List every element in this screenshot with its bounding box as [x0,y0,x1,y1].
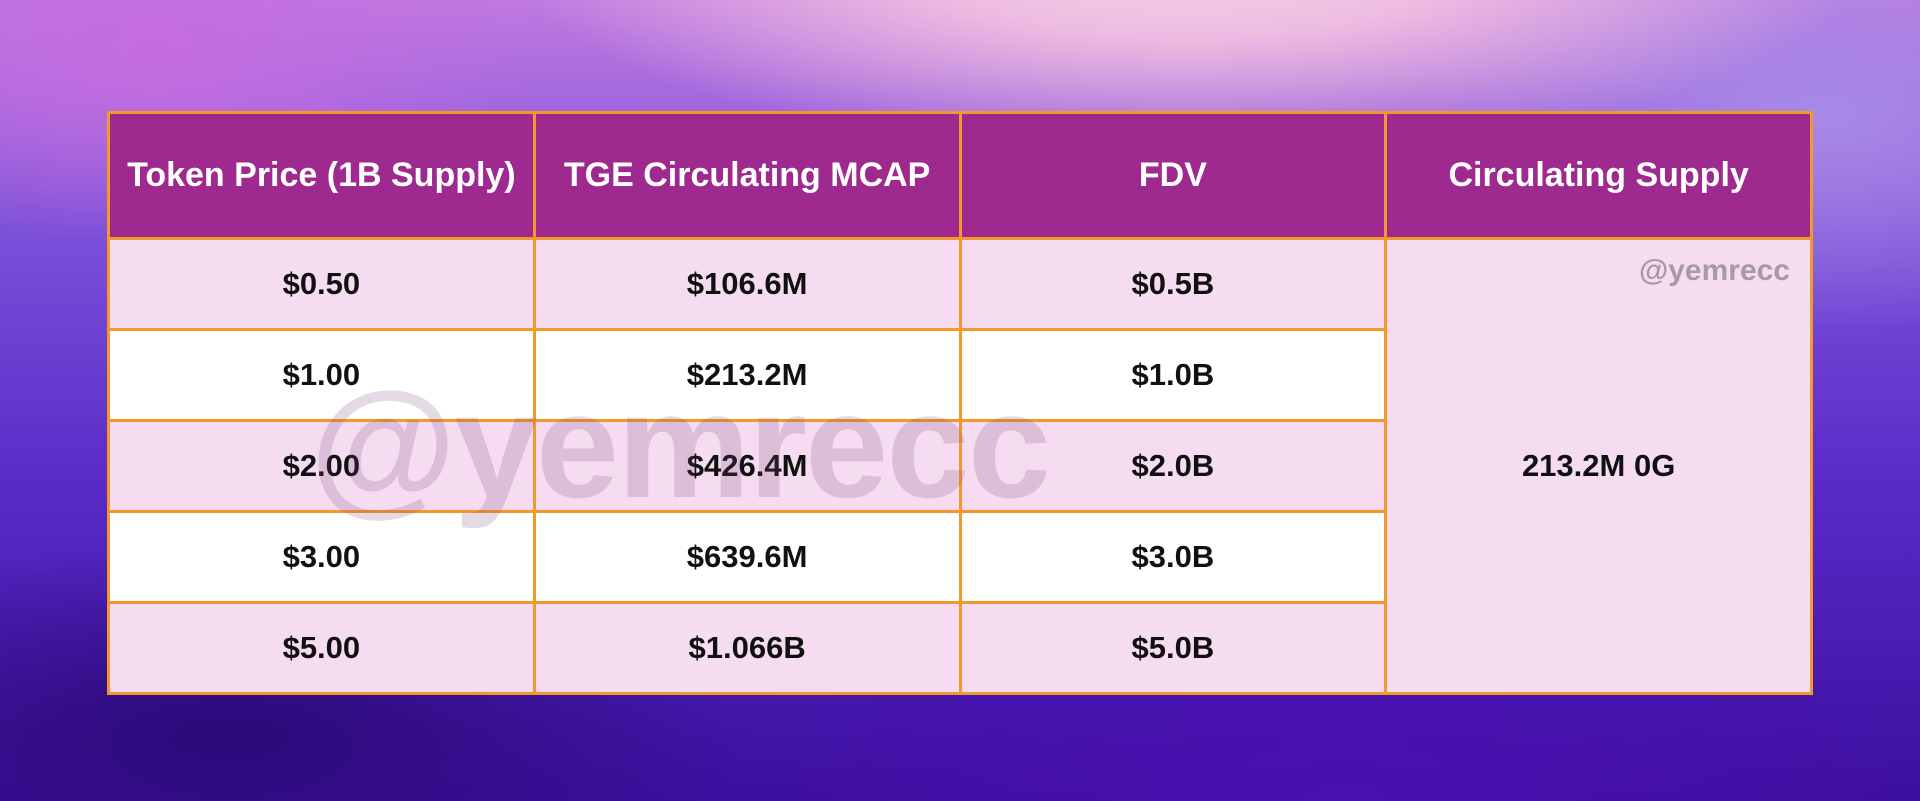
fdv-cell: $3.0B [958,510,1388,604]
circulating-supply-cell: @yemrecc 213.2M 0G [1384,237,1813,695]
circulating-supply-value: 213.2M 0G [1521,448,1676,483]
watermark-small: @yemrecc [1638,254,1790,287]
column-header-circulating-supply: Circulating Supply [1384,111,1813,240]
tge-mcap-cell: $213.2M [532,328,962,422]
table-row: $1.00 $213.2M $1.0B [107,328,1812,422]
table-row: $3.00 $639.6M $3.0B [107,510,1812,604]
fdv-cell: $1.0B [958,328,1388,422]
column-header-fdv: FDV [958,111,1388,240]
token-price-cell: $0.50 [107,237,536,331]
token-price-cell: $5.00 [107,601,536,695]
token-price-cell: $1.00 [107,328,536,422]
table-row: $2.00 $426.4M $2.0B [107,419,1812,513]
column-header-tge-mcap: TGE Circulating MCAP [532,111,962,240]
token-price-table: Token Price (1B Supply) TGE Circulating … [107,111,1813,695]
fdv-cell: $2.0B [958,419,1388,513]
tge-mcap-cell: $639.6M [532,510,962,604]
token-price-cell: $3.00 [107,510,536,604]
tge-mcap-cell: $1.066B [532,601,962,695]
tge-mcap-cell: $426.4M [532,419,962,513]
token-price-cell: $2.00 [107,419,536,513]
table-header-row: Token Price (1B Supply) TGE Circulating … [107,111,1813,240]
tge-mcap-cell: $106.6M [532,237,962,331]
table-row: $0.50 $106.6M $0.5B @yemrecc 213.2M 0G [107,237,1813,695]
fdv-cell: $5.0B [958,601,1388,695]
token-price-table-container: Token Price (1B Supply) TGE Circulating … [107,111,1813,695]
column-header-token-price: Token Price (1B Supply) [107,111,536,240]
fdv-cell: $0.5B [958,237,1388,331]
table-row: $5.00 $1.066B $5.0B [107,601,1812,695]
